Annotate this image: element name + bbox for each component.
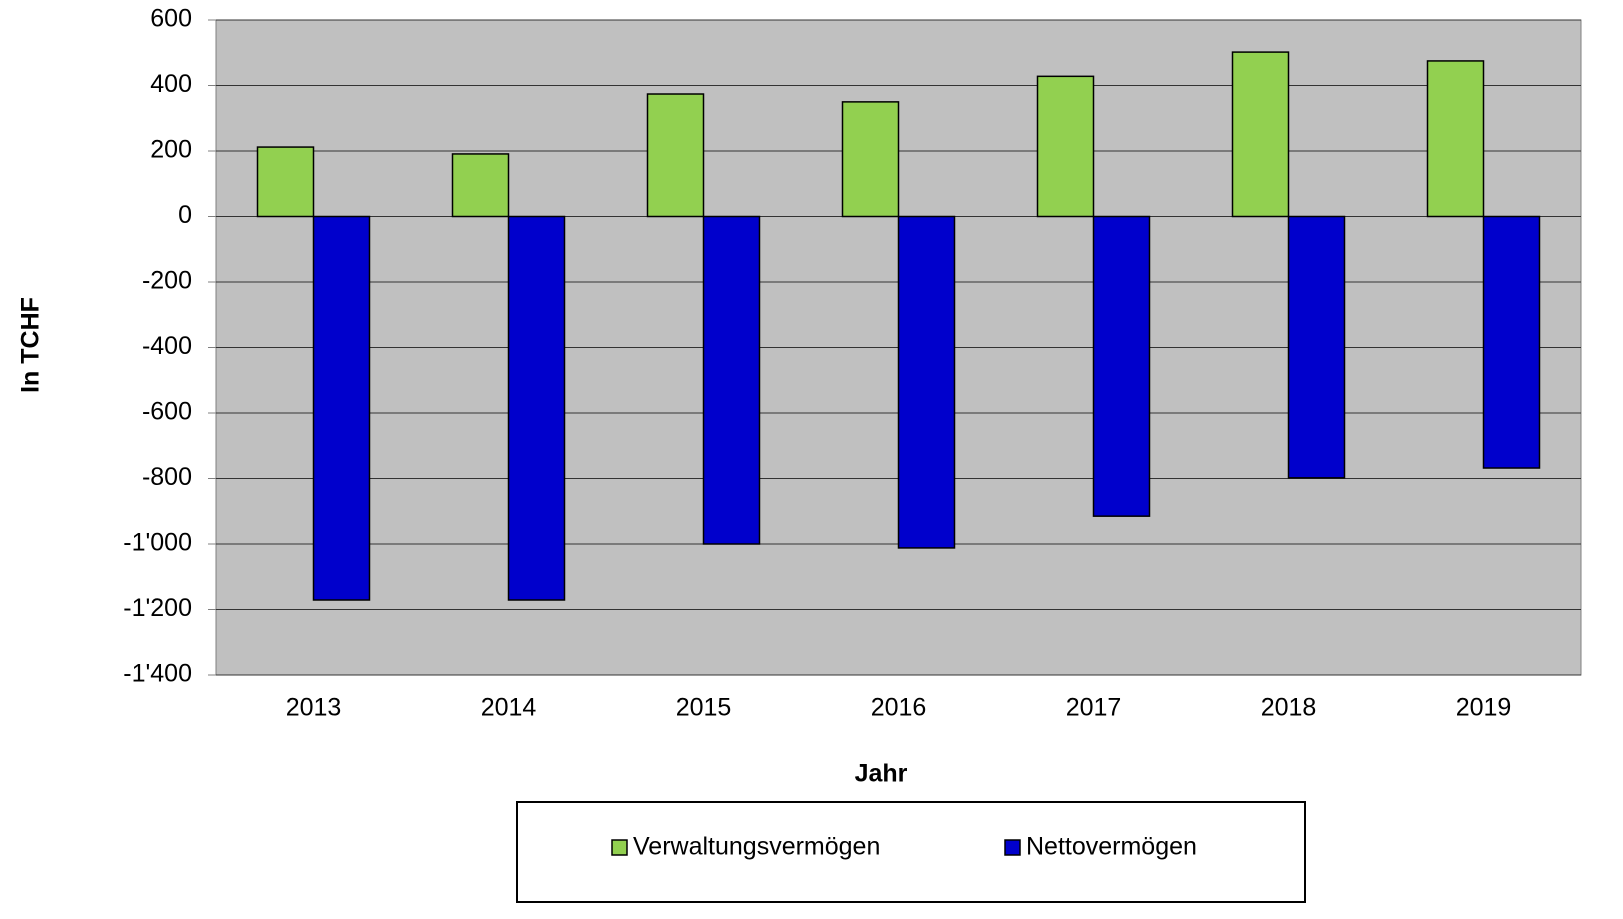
legend-swatch xyxy=(611,839,628,856)
bar xyxy=(1231,51,1290,218)
bar xyxy=(897,215,956,549)
y-tick-label: -1'400 xyxy=(123,660,192,688)
x-axis-label: Jahr xyxy=(855,760,908,788)
bar xyxy=(841,101,900,218)
bar xyxy=(1092,215,1151,517)
y-tick-label: -400 xyxy=(142,332,192,360)
legend-box xyxy=(516,801,1306,903)
x-tick-label: 2018 xyxy=(1261,694,1317,722)
y-tick-label: -800 xyxy=(142,463,192,491)
x-tick-label: 2015 xyxy=(676,694,732,722)
x-tick-label: 2017 xyxy=(1066,694,1122,722)
bar xyxy=(1426,60,1485,218)
legend-label: Nettovermögen xyxy=(1026,833,1197,861)
y-tick-label: -200 xyxy=(142,267,192,295)
bar xyxy=(312,215,371,601)
x-tick-label: 2014 xyxy=(481,694,537,722)
legend-label: Verwaltungsvermögen xyxy=(633,833,880,861)
bar xyxy=(507,215,566,601)
y-tick-label: 200 xyxy=(150,136,192,164)
y-tick-label: 600 xyxy=(150,5,192,33)
y-tick-label: -1'200 xyxy=(123,594,192,622)
y-tick-label: -1'000 xyxy=(123,529,192,557)
x-tick-label: 2013 xyxy=(286,694,342,722)
y-tick-label: 400 xyxy=(150,70,192,98)
y-axis-label: In TCHF xyxy=(17,297,45,393)
y-tick-label: 0 xyxy=(178,201,192,229)
bar xyxy=(1287,215,1346,479)
bar xyxy=(646,93,705,218)
bar xyxy=(702,215,761,545)
bar xyxy=(1036,75,1095,218)
x-tick-label: 2016 xyxy=(871,694,927,722)
bar xyxy=(256,146,315,218)
x-tick-label: 2019 xyxy=(1456,694,1512,722)
bar xyxy=(451,153,510,218)
y-tick-label: -600 xyxy=(142,398,192,426)
legend-swatch xyxy=(1004,839,1021,856)
bar xyxy=(1482,215,1541,469)
